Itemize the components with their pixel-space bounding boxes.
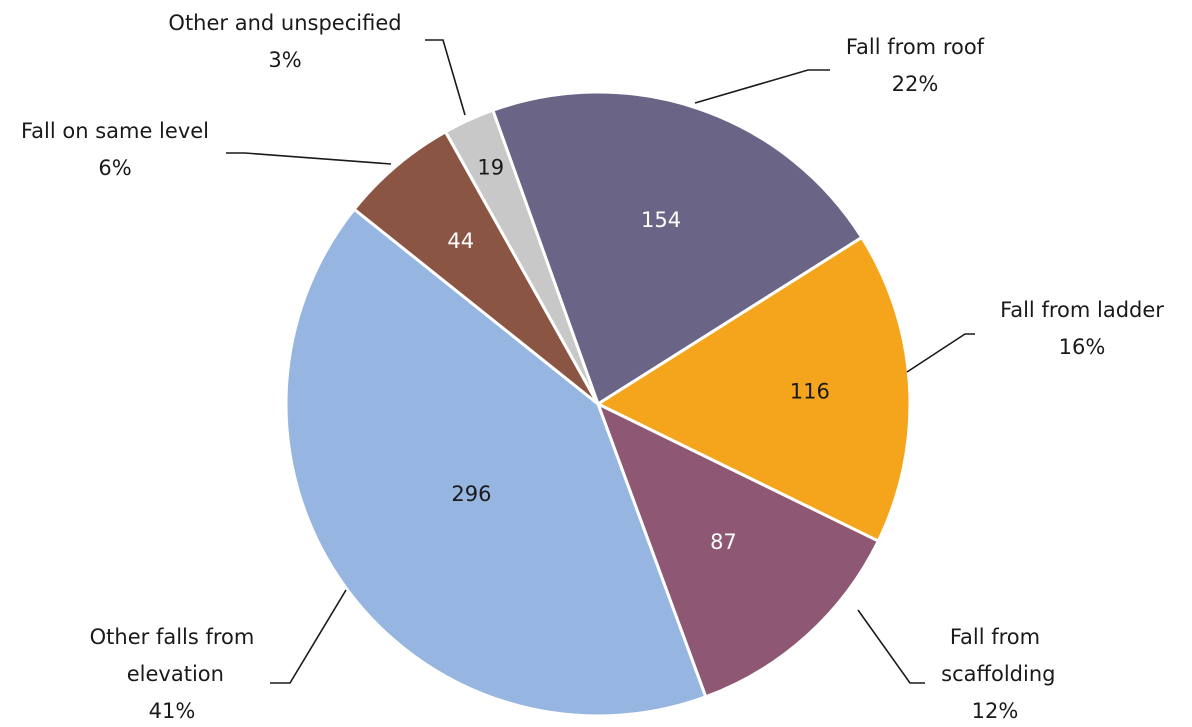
category-label-line: Other falls from	[90, 625, 255, 649]
pie-slice	[595, 401, 881, 699]
category-label-line: scaffolding	[935, 662, 1056, 686]
category-label-line: Fall on same level	[21, 119, 209, 143]
percent-label: 12%	[972, 699, 1019, 723]
category-label-line: Other and unspecified	[168, 11, 401, 35]
category-label: Fall on same level	[21, 119, 209, 143]
category-label: Fall from roof	[846, 35, 985, 59]
percent-label: 41%	[149, 699, 196, 723]
category-label-line: Fall from roof	[846, 35, 985, 59]
percent-label: 6%	[98, 156, 131, 180]
category-label: Other falls from elevation	[90, 625, 255, 686]
leader-line	[906, 333, 975, 373]
slice-value-label: 296	[451, 482, 491, 506]
slice-value-label: 154	[641, 208, 681, 232]
category-label-line: Fall from ladder	[1000, 298, 1164, 322]
slice-value-label: 116	[790, 379, 830, 403]
category-label: Other and unspecified	[168, 11, 401, 35]
slice-value-label: 87	[710, 530, 737, 554]
leader-line	[226, 152, 392, 165]
percent-label: 22%	[892, 72, 939, 96]
pie-slice	[284, 207, 708, 718]
leader-line	[425, 39, 466, 116]
pie-slice	[490, 90, 864, 407]
leader-line	[694, 69, 830, 104]
category-label: Fall from ladder	[1000, 298, 1164, 322]
slice-value-label: 19	[477, 155, 504, 179]
category-label-line: elevation	[120, 662, 224, 686]
pie-slice	[594, 235, 912, 544]
pie-slice	[443, 108, 600, 405]
category-label: Fall from scaffolding	[935, 625, 1056, 686]
percent-label: 16%	[1059, 335, 1106, 359]
slice-value-label: 44	[447, 229, 474, 253]
category-label-line: Fall from	[950, 625, 1040, 649]
pie-slice	[352, 129, 600, 406]
leader-line	[857, 609, 925, 684]
percent-label: 3%	[268, 48, 301, 72]
leader-line	[270, 589, 347, 684]
